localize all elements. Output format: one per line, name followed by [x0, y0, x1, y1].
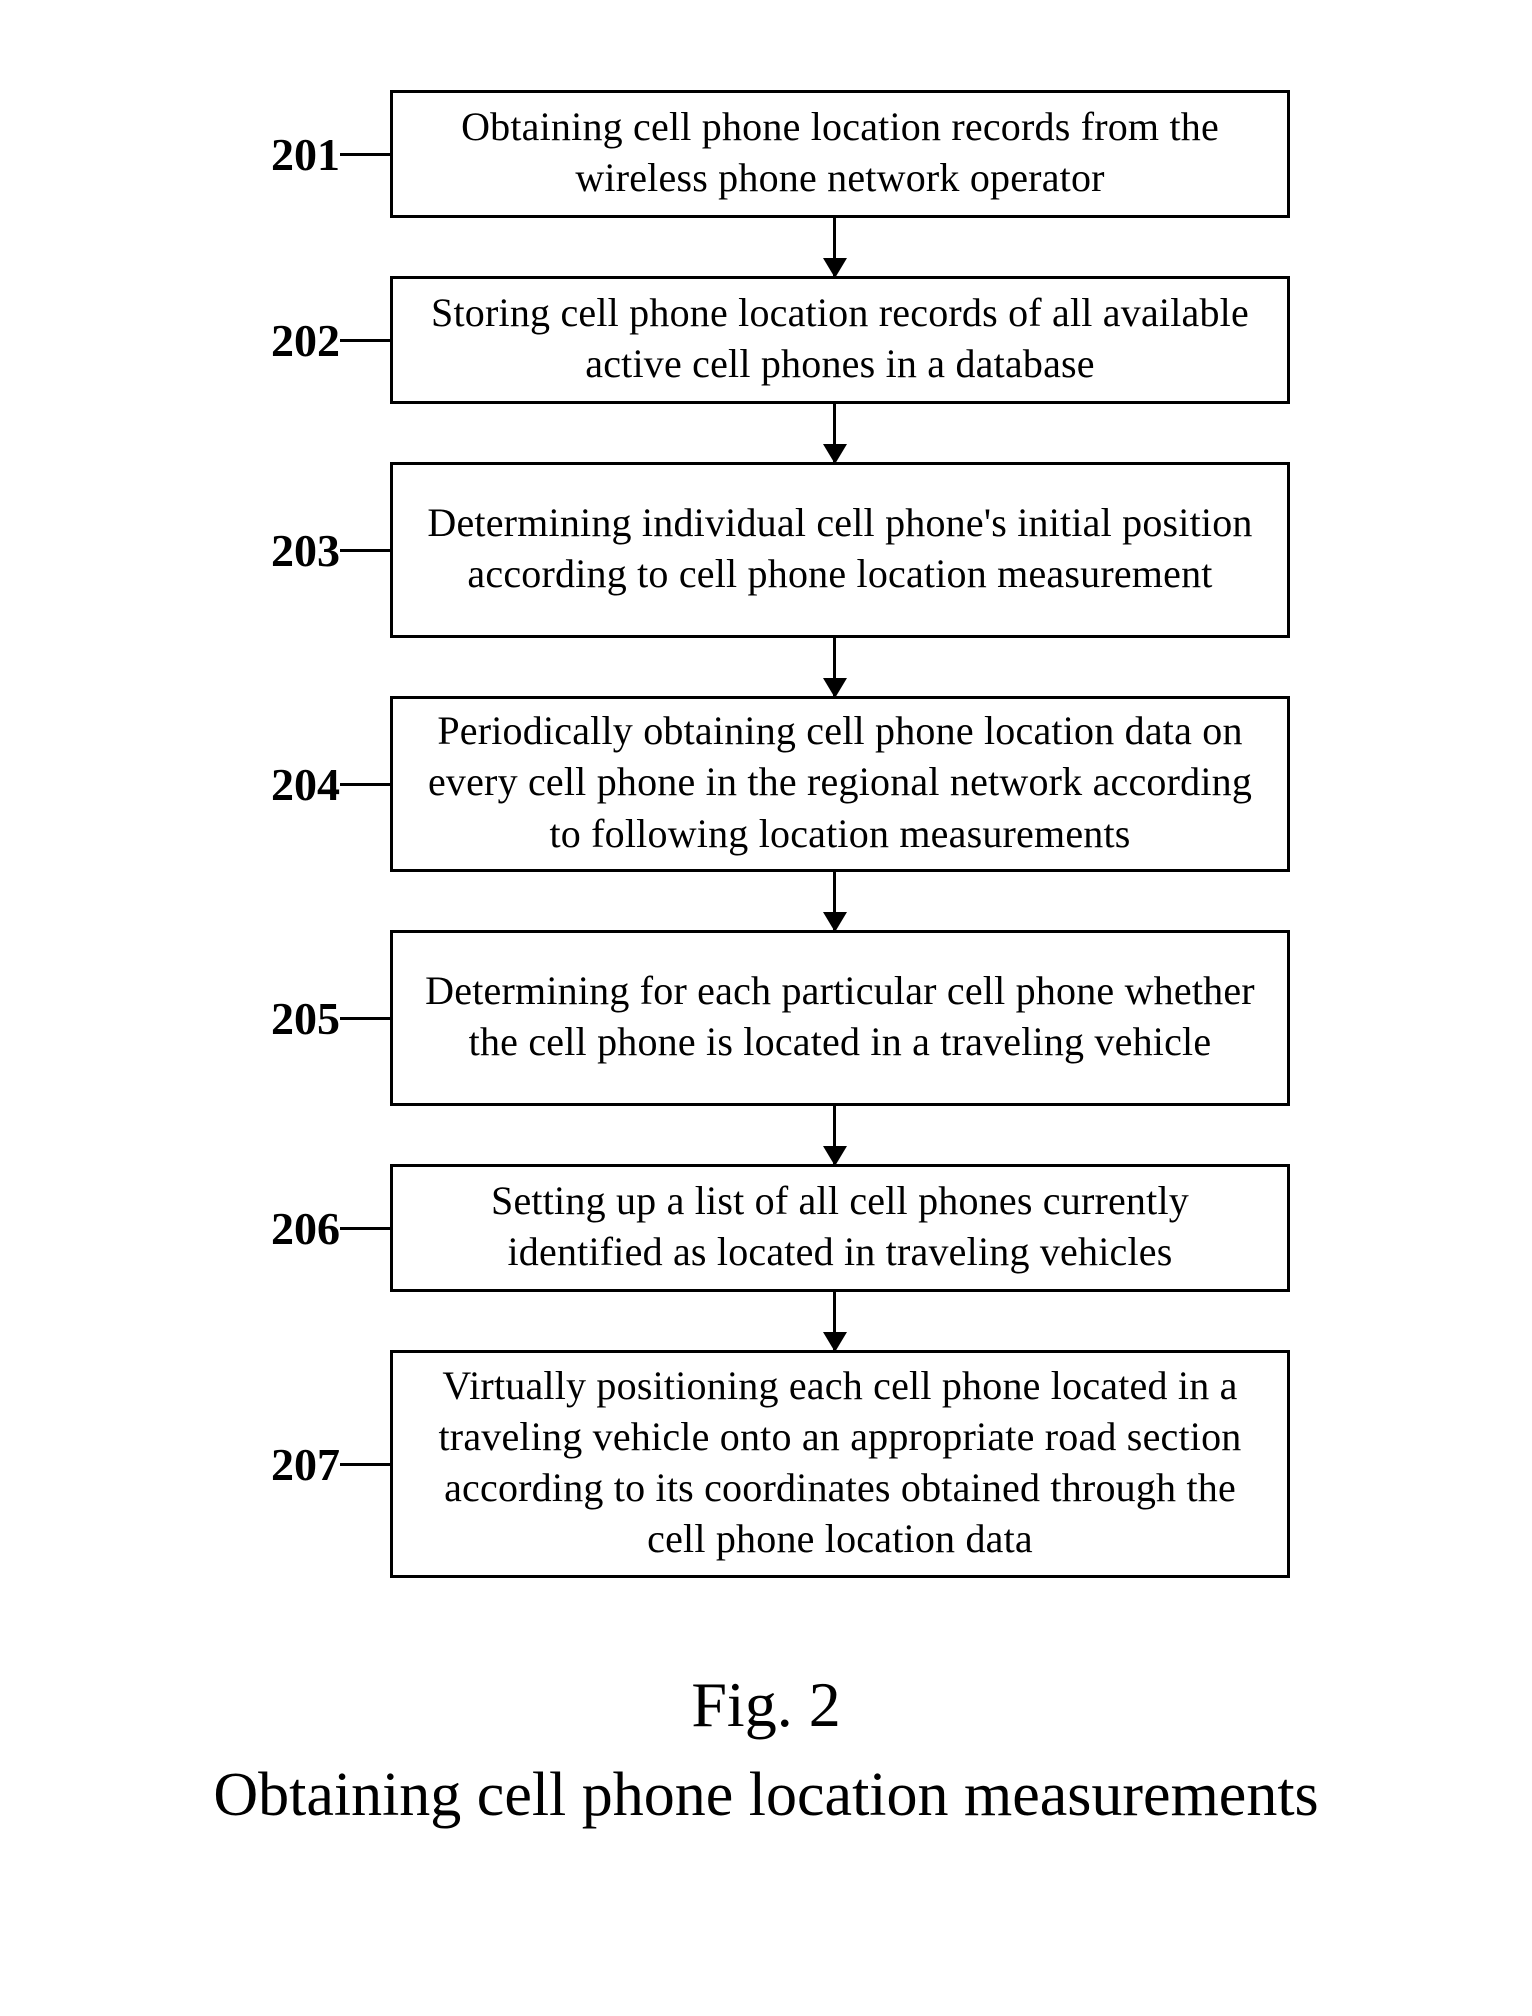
connector-horizontal — [340, 783, 390, 786]
step-label: 205 — [0, 992, 340, 1045]
arrow-down-icon — [833, 1106, 836, 1164]
arrow-down-icon — [833, 872, 836, 930]
arrow-down-icon — [833, 638, 836, 696]
step-box: Setting up a list of all cell phones cur… — [390, 1164, 1290, 1292]
step-box: Storing cell phone location records of a… — [390, 276, 1290, 404]
arrow-down-wrap — [0, 218, 1532, 276]
step-box: Virtually positioning each cell phone lo… — [390, 1350, 1290, 1578]
step-box: Determining individual cell phone's init… — [390, 462, 1290, 638]
arrow-down-wrap — [0, 638, 1532, 696]
figure-caption: Fig. 2 Obtaining cell phone location mea… — [0, 1668, 1532, 1831]
step-row: 206 Setting up a list of all cell phones … — [0, 1164, 1532, 1292]
page: 201 Obtaining cell phone location records… — [0, 0, 1532, 2016]
step-row: 201 Obtaining cell phone location records… — [0, 90, 1532, 218]
step-label: 203 — [0, 524, 340, 577]
step-box: Periodically obtaining cell phone locati… — [390, 696, 1290, 872]
step-label: 204 — [0, 758, 340, 811]
arrow-down-wrap — [0, 404, 1532, 462]
arrow-down-icon — [833, 1292, 836, 1350]
arrow-down-icon — [833, 218, 836, 276]
step-row: 202 Storing cell phone location records o… — [0, 276, 1532, 404]
connector-horizontal — [340, 339, 390, 342]
figure-label: Fig. 2 — [0, 1668, 1532, 1742]
arrow-down-wrap — [0, 1106, 1532, 1164]
connector-horizontal — [340, 1463, 390, 1466]
step-box: Obtaining cell phone location records fr… — [390, 90, 1290, 218]
step-label: 206 — [0, 1202, 340, 1255]
step-label: 202 — [0, 314, 340, 367]
flowchart: 201 Obtaining cell phone location records… — [0, 90, 1532, 1578]
step-row: 207 Virtually positioning each cell phone… — [0, 1350, 1532, 1578]
connector-horizontal — [340, 153, 390, 156]
step-label: 207 — [0, 1438, 340, 1491]
step-label: 201 — [0, 128, 340, 181]
connector-horizontal — [340, 549, 390, 552]
step-row: 204 Periodically obtaining cell phone loc… — [0, 696, 1532, 872]
connector-horizontal — [340, 1017, 390, 1020]
arrow-down-wrap — [0, 872, 1532, 930]
step-box: Determining for each particular cell pho… — [390, 930, 1290, 1106]
arrow-down-icon — [833, 404, 836, 462]
connector-horizontal — [340, 1227, 390, 1230]
arrow-down-wrap — [0, 1292, 1532, 1350]
figure-title: Obtaining cell phone location measuremen… — [0, 1760, 1532, 1831]
step-row: 203 Determining individual cell phone's i… — [0, 462, 1532, 638]
step-row: 205 Determining for each particular cell … — [0, 930, 1532, 1106]
